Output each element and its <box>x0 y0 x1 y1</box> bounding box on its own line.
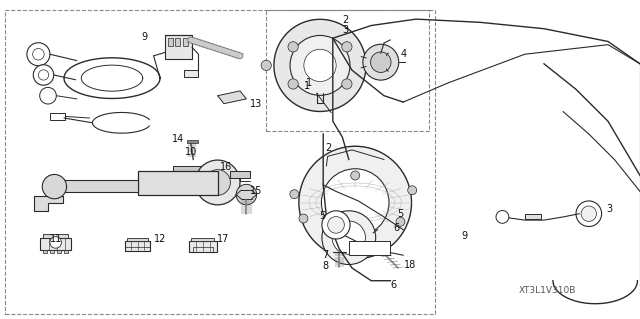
Circle shape <box>27 43 50 66</box>
Circle shape <box>342 79 352 89</box>
Bar <box>165 35 192 59</box>
Circle shape <box>576 201 602 226</box>
Bar <box>187 140 198 143</box>
Circle shape <box>299 214 308 223</box>
Text: 3: 3 <box>342 25 349 35</box>
Circle shape <box>290 190 299 199</box>
Circle shape <box>581 206 596 221</box>
Text: 1: 1 <box>304 81 310 91</box>
Circle shape <box>322 211 376 264</box>
Circle shape <box>351 171 360 180</box>
Circle shape <box>299 146 412 259</box>
Bar <box>54 180 138 192</box>
Polygon shape <box>34 196 63 211</box>
Text: 2: 2 <box>325 143 332 153</box>
Text: 8: 8 <box>322 261 328 271</box>
Text: 15: 15 <box>250 186 262 197</box>
Bar <box>193 247 213 252</box>
Circle shape <box>288 79 298 89</box>
Circle shape <box>342 42 352 52</box>
Bar <box>64 250 68 253</box>
Bar <box>184 70 198 77</box>
Circle shape <box>261 60 271 70</box>
Bar <box>125 247 150 251</box>
Text: 12: 12 <box>154 234 166 244</box>
Bar <box>189 241 217 252</box>
Text: 18: 18 <box>403 260 416 270</box>
Text: 17: 17 <box>216 234 229 244</box>
Text: 10: 10 <box>184 147 197 158</box>
Circle shape <box>236 184 257 205</box>
Circle shape <box>195 160 240 205</box>
Bar <box>125 241 150 251</box>
Bar <box>50 113 65 120</box>
Circle shape <box>363 44 399 80</box>
Text: 14: 14 <box>172 134 184 145</box>
Circle shape <box>274 19 366 111</box>
Circle shape <box>369 60 379 70</box>
Text: 3: 3 <box>606 204 612 214</box>
Bar <box>230 171 250 178</box>
Text: 2: 2 <box>342 15 349 25</box>
Text: 16: 16 <box>220 162 232 173</box>
Text: 7: 7 <box>322 250 328 260</box>
Bar <box>5 10 435 314</box>
Text: XT3L1V310B: XT3L1V310B <box>518 286 576 295</box>
Circle shape <box>408 186 417 195</box>
Text: 13: 13 <box>250 99 262 109</box>
Bar <box>191 238 214 241</box>
Circle shape <box>340 225 349 234</box>
Bar <box>50 250 54 253</box>
Circle shape <box>40 87 56 104</box>
Circle shape <box>33 65 54 85</box>
Bar <box>43 234 68 238</box>
Text: 9: 9 <box>141 32 147 42</box>
Bar <box>175 38 180 46</box>
Circle shape <box>371 52 391 72</box>
Bar <box>43 250 47 253</box>
Circle shape <box>304 49 336 82</box>
Text: 4: 4 <box>400 49 406 59</box>
Text: 11: 11 <box>49 234 62 244</box>
Bar <box>40 238 71 250</box>
Circle shape <box>496 211 509 223</box>
Circle shape <box>321 169 389 236</box>
Bar <box>266 10 429 131</box>
Bar <box>127 238 148 241</box>
Circle shape <box>328 217 344 233</box>
Circle shape <box>33 48 44 60</box>
Text: 9: 9 <box>461 231 468 241</box>
Circle shape <box>42 174 67 199</box>
Bar <box>183 38 188 46</box>
Circle shape <box>288 42 298 52</box>
Circle shape <box>205 170 230 195</box>
Bar <box>168 38 173 46</box>
Bar <box>173 166 204 172</box>
Polygon shape <box>218 91 246 104</box>
Bar <box>138 171 218 195</box>
Text: 5: 5 <box>397 209 403 219</box>
Circle shape <box>50 237 61 248</box>
Bar <box>525 214 541 219</box>
Text: 6: 6 <box>394 223 400 233</box>
Circle shape <box>332 221 365 254</box>
Text: 5: 5 <box>319 211 325 221</box>
Circle shape <box>38 70 49 80</box>
Bar <box>349 241 390 255</box>
Bar <box>57 250 61 253</box>
Circle shape <box>322 211 350 239</box>
Text: 6: 6 <box>390 279 397 290</box>
Text: 1: 1 <box>306 78 331 113</box>
Circle shape <box>290 35 350 95</box>
Circle shape <box>396 217 405 226</box>
